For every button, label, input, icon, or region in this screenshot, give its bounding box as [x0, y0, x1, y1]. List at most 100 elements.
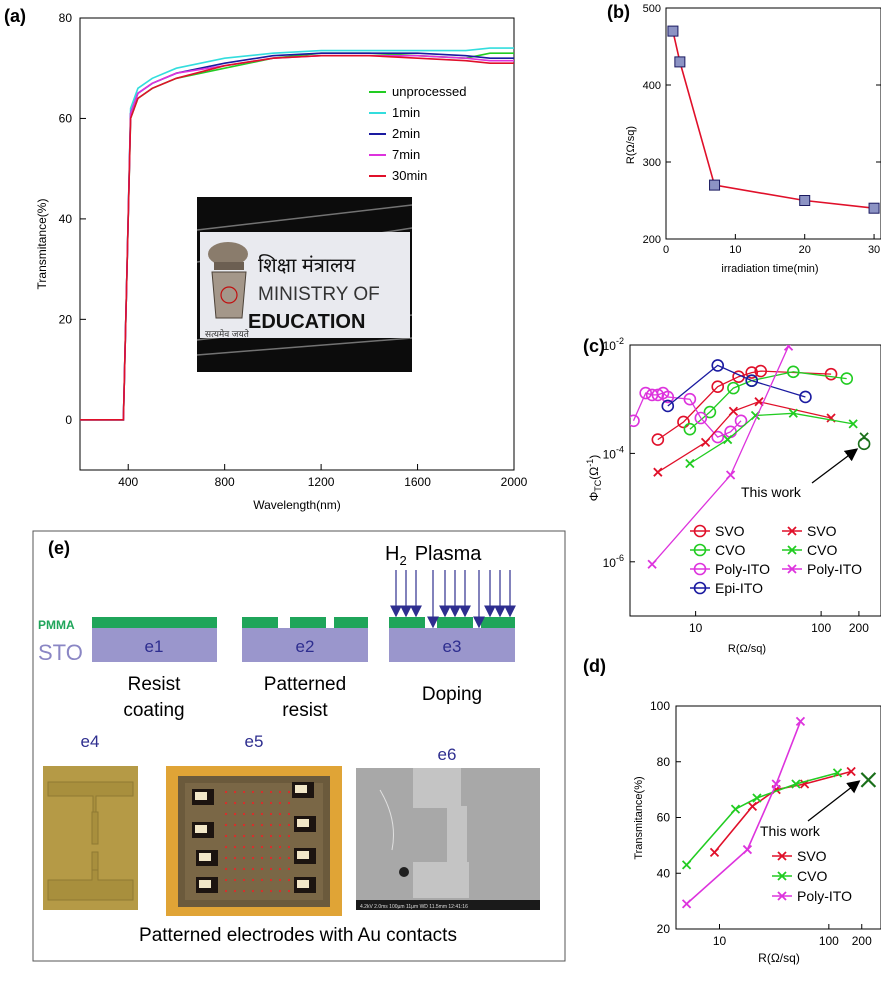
electrode-dot — [251, 801, 255, 805]
panel-c-legend-label: SVO — [715, 523, 745, 539]
panel-a-series-line — [80, 54, 514, 421]
electrode-dot — [242, 867, 246, 871]
panel-b-point — [868, 202, 880, 214]
step-e1-id: e1 — [145, 637, 164, 656]
electrode-dot — [260, 823, 264, 827]
panel-d-ytick-label: 20 — [657, 922, 671, 936]
electrode-dot — [233, 812, 237, 816]
panel-c-point — [723, 434, 733, 445]
electrode-dot — [224, 867, 228, 871]
electrode-dot — [233, 834, 237, 838]
electrode-dot — [242, 801, 246, 805]
electrode-dot — [251, 867, 255, 871]
electrode-dot — [224, 834, 228, 838]
panel-d-xlabel: R(Ω/sq) — [758, 951, 800, 965]
panel-a-ytick-label: 60 — [59, 111, 73, 125]
step-e2: e2 Patterned resist — [242, 617, 368, 721]
electrode-dot — [287, 856, 291, 860]
electrode-dot — [269, 867, 273, 871]
panel-c-point — [725, 470, 736, 480]
panel-b-xtick-label: 0 — [663, 244, 669, 256]
panel-c-xtick-label: 100 — [811, 621, 831, 635]
panel-b-ytick-label: 200 — [643, 234, 661, 246]
electrode-dot — [260, 856, 264, 860]
electrode-dot — [287, 889, 291, 893]
electrode-dot — [233, 856, 237, 860]
electrode-dot — [233, 823, 237, 827]
electrode-dot — [251, 889, 255, 893]
step-e2-id: e2 — [296, 637, 315, 656]
electrode-dot — [278, 878, 282, 882]
electrode-dot — [278, 867, 282, 871]
electrode-dot — [233, 889, 237, 893]
electrode-dot — [269, 823, 273, 827]
panel-d-point — [846, 766, 856, 777]
panel-a-ylabel: Transmitance(%) — [35, 199, 49, 290]
step-e1-caption-2: coating — [123, 700, 184, 721]
panel-a-series — [80, 47, 514, 421]
panel-c-point — [859, 432, 869, 442]
panel-a-xtick-label: 1200 — [308, 475, 335, 489]
panel-c-this-work-label: This work — [741, 484, 802, 500]
panel-c-xlabel: R(Ω/sq) — [728, 643, 766, 655]
panel-a-frame — [79, 17, 515, 471]
panel-b-xtick-label: 30 — [868, 244, 880, 256]
photo-e6-label: e6 — [438, 745, 457, 764]
panel-c-point — [711, 380, 725, 394]
electrode-dot — [224, 812, 228, 816]
panel-c-point — [694, 411, 708, 425]
panel-d-legend-label: Poly-ITO — [797, 888, 852, 904]
electrode-dot — [269, 790, 273, 794]
electrode-dot — [242, 878, 246, 882]
panel-d-ytick-label: 80 — [657, 755, 671, 769]
panel-d-legend-marker — [777, 871, 787, 881]
panel-c-label: (c) — [583, 336, 605, 356]
electrode-dot — [287, 790, 291, 794]
panel-c-point — [639, 386, 652, 400]
electrode-dot — [287, 878, 291, 882]
panel-c-point — [728, 406, 739, 416]
au-contact-highlight — [297, 880, 309, 888]
panel-c-point — [683, 392, 697, 406]
panel-a-label: (a) — [4, 6, 26, 26]
au-contact-highlight — [297, 851, 309, 859]
panel-c-legend-marker — [787, 526, 797, 536]
au-contact-highlight — [195, 825, 207, 833]
panel-b-ticks: 0 10 20 30 200 300 400 500 — [643, 3, 881, 256]
panel-c-point — [727, 381, 740, 395]
panel-d-this-work-label: This work — [760, 823, 821, 839]
panel-d-point — [791, 779, 801, 789]
panel-c-legend-marker — [693, 581, 707, 595]
au-contact-highlight — [199, 880, 211, 888]
electrode-dot — [224, 801, 228, 805]
panel-c-point — [700, 437, 711, 447]
panel-c-point — [745, 374, 759, 387]
panel-b-ytick-label: 400 — [643, 80, 661, 92]
panel-a-legend-label: unprocessed — [392, 84, 466, 99]
ministry-inset-photo: शिक्षा मंत्रालय MINISTRY OF EDUCATION सत… — [196, 197, 413, 372]
panel-c-ytick-label: 10-6 — [603, 553, 624, 570]
panel-d-point — [681, 899, 692, 909]
electrode-dot — [260, 801, 264, 805]
panel-d-point — [709, 847, 720, 857]
electrode-dot — [269, 878, 273, 882]
panel-a-ytick-label: 20 — [59, 312, 73, 326]
panel-b-ytick-label: 300 — [643, 157, 661, 169]
panel-c-series-line — [657, 401, 832, 473]
au-contact-highlight — [295, 785, 307, 793]
electrode-dot — [287, 812, 291, 816]
electrode-dot — [224, 889, 228, 893]
panel-b-xtick-label: 20 — [799, 244, 811, 256]
step-e2-caption-1: Patterned — [264, 674, 346, 695]
panel-c-point — [840, 372, 854, 385]
electrode-dot — [269, 812, 273, 816]
panel-d-series — [681, 716, 877, 909]
electrode-dot — [269, 856, 273, 860]
electrode-dot — [269, 889, 273, 893]
panel-a-xtick-label: 400 — [118, 475, 138, 489]
panel-d-annotation: This work — [760, 780, 861, 839]
panel-d-point — [795, 716, 806, 726]
panel-a-xlabel: Wavelength(nm) — [253, 498, 341, 512]
electrode-dot — [278, 856, 282, 860]
panel-a-legend: unprocessed 1min 2min 7min 30min — [369, 84, 466, 183]
